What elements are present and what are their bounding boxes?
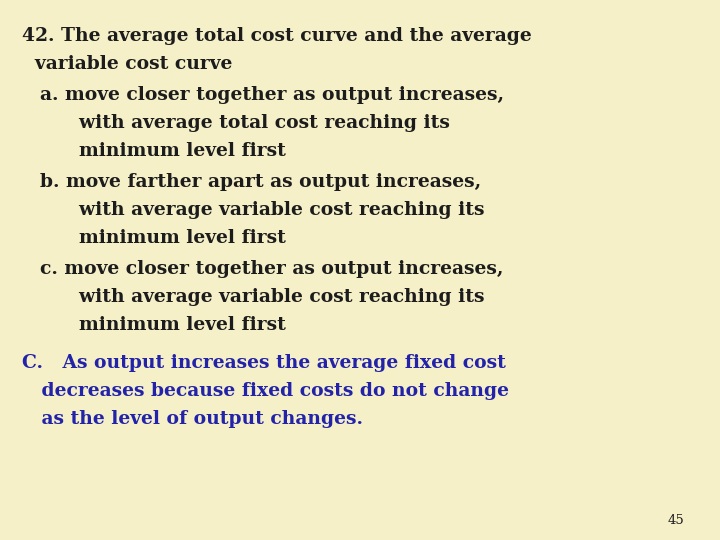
Text: 42. The average total cost curve and the average: 42. The average total cost curve and the… xyxy=(22,27,531,45)
Text: a. move closer together as output increases,: a. move closer together as output increa… xyxy=(40,86,504,104)
Text: minimum level first: minimum level first xyxy=(40,142,285,160)
Text: minimum level first: minimum level first xyxy=(40,316,285,334)
Text: c. move closer together as output increases,: c. move closer together as output increa… xyxy=(40,260,503,278)
Text: decreases because fixed costs do not change: decreases because fixed costs do not cha… xyxy=(22,382,508,400)
Text: as the level of output changes.: as the level of output changes. xyxy=(22,410,363,428)
Text: C.   As output increases the average fixed cost: C. As output increases the average fixed… xyxy=(22,354,505,372)
Text: with average variable cost reaching its: with average variable cost reaching its xyxy=(40,288,484,306)
Text: b. move farther apart as output increases,: b. move farther apart as output increase… xyxy=(40,173,481,191)
Text: 45: 45 xyxy=(667,514,684,526)
Text: variable cost curve: variable cost curve xyxy=(22,55,232,73)
Text: with average variable cost reaching its: with average variable cost reaching its xyxy=(40,201,484,219)
Text: with average total cost reaching its: with average total cost reaching its xyxy=(40,114,449,132)
Text: minimum level first: minimum level first xyxy=(40,229,285,247)
